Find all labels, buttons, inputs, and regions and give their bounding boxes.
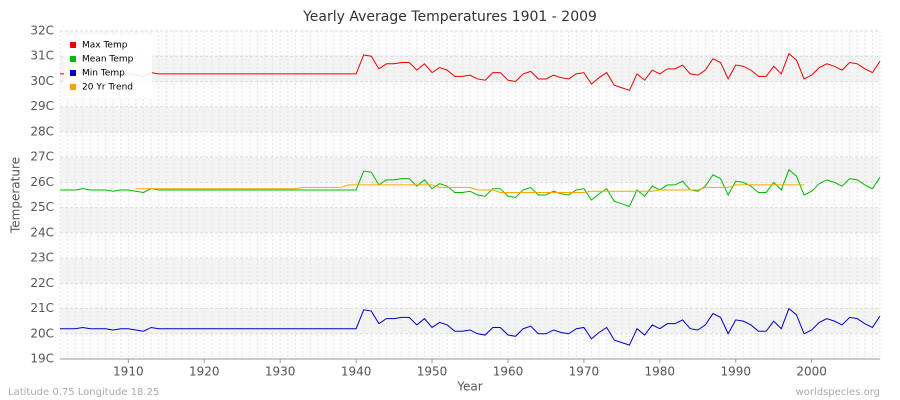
legend-box [64,35,152,97]
x-tick-label: 1940 [341,365,372,379]
legend-label: Min Temp [82,69,125,79]
footer-left: Latitude 0.75 Longitude 18.25 [8,387,159,398]
y-tick-label: 31C [30,49,54,63]
legend-swatch [70,56,76,62]
y-tick-label: 25C [30,200,54,214]
series-line [60,307,881,346]
grid-band [60,333,880,359]
y-tick-label: 26C [30,175,54,189]
grid-band [60,157,880,183]
legend-label: 20 Yr Trend [82,83,133,93]
x-tick-label: 2000 [796,365,827,379]
y-tick-label: 32C [30,24,54,38]
plot-area: Max Temp Mean Temp Min Temp 20 Yr Trend [59,30,881,363]
legend-swatch [70,70,76,76]
y-tick-label: 28C [30,124,54,138]
y-tick-label: 20C [30,326,54,340]
grid-band [60,81,880,107]
grid-band [60,232,880,259]
y-tick-label: 19C [30,352,54,366]
y-tick-label: 29C [30,99,54,113]
x-tick-label: 1950 [417,365,448,379]
y-tick-label: 30C [30,74,54,88]
y-tick-label: 27C [30,150,54,164]
series-line [60,52,881,91]
legend-label: Mean Temp [82,55,134,65]
x-axis-label: Year [456,380,482,394]
y-tick-label: 24C [30,225,54,239]
chart-title: Yearly Average Temperatures 1901 - 2009 [302,9,597,25]
series-line [135,184,805,193]
x-tick-label: 1930 [265,365,296,379]
x-tick-label: 1970 [569,365,600,379]
legend-swatch [70,42,76,48]
x-tick-label: 1910 [113,365,144,379]
legend-label: Max Temp [82,41,128,51]
legend-swatch [70,84,76,90]
y-axis-label: Temperature [9,157,23,234]
y-tick-label: 23C [30,251,54,265]
series-line [60,168,881,207]
footer-right: worldspecies.org [796,387,880,398]
x-tick-label: 1920 [189,365,220,379]
y-tick-label: 21C [30,301,54,315]
x-tick-label: 1990 [720,365,751,379]
y-tick-label: 22C [30,276,54,290]
x-tick-label: 1980 [645,365,676,379]
x-tick-label: 1960 [493,365,524,379]
